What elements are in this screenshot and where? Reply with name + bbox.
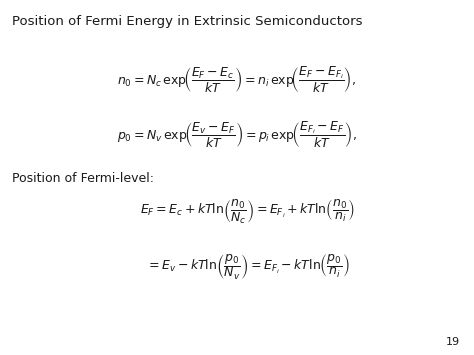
Text: $= E_v - kT\ln\!\left(\dfrac{p_0}{N_v}\right) = E_{F_i} - kT\ln\!\left(\dfrac{p_: $= E_v - kT\ln\!\left(\dfrac{p_0}{N_v}\r… — [146, 252, 350, 282]
Text: Position of Fermi-level:: Position of Fermi-level: — [12, 172, 154, 185]
Text: 19: 19 — [446, 337, 460, 347]
Text: $n_0 = N_c \,\mathrm{exp}\!\left(\dfrac{E_F - E_c}{kT}\right) = n_i \,\mathrm{ex: $n_0 = N_c \,\mathrm{exp}\!\left(\dfrac{… — [118, 65, 356, 95]
Text: $E_F = E_c + kT\ln\!\left(\dfrac{n_0}{N_c}\right) = E_{F_i} + kT\ln\!\left(\dfra: $E_F = E_c + kT\ln\!\left(\dfrac{n_0}{N_… — [140, 198, 356, 226]
Text: Position of Fermi Energy in Extrinsic Semiconductors: Position of Fermi Energy in Extrinsic Se… — [12, 15, 363, 28]
Text: $p_0 = N_v \,\mathrm{exp}\!\left(\dfrac{E_v - E_F}{kT}\right) = p_i \,\mathrm{ex: $p_0 = N_v \,\mathrm{exp}\!\left(\dfrac{… — [117, 120, 357, 150]
